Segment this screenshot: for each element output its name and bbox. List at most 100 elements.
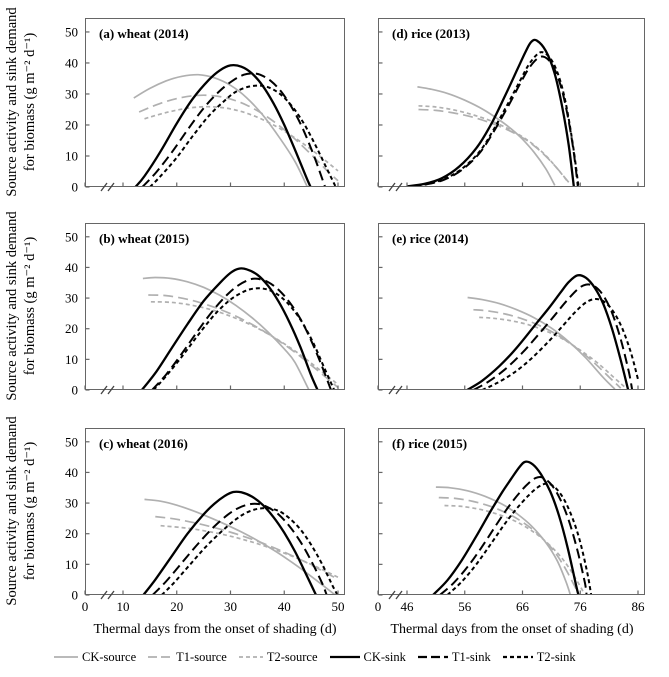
panel-b-frame bbox=[84, 222, 346, 391]
y-tick-label: 10 bbox=[65, 557, 78, 572]
panel-b-t2-sink-curve bbox=[152, 287, 336, 390]
panel-f-frame bbox=[377, 427, 646, 596]
axis-break-mark bbox=[100, 182, 108, 192]
panel-f-t1-sink-curve bbox=[439, 475, 588, 595]
y-tick-label: 10 bbox=[65, 148, 78, 163]
panel-a-t1-sink-curve bbox=[141, 72, 326, 187]
legend: CK-source T1-source T2-source CK-sink T1-sin… bbox=[54, 644, 654, 670]
legend-item-ck-source: CK-source bbox=[54, 650, 136, 665]
panel-e-t1-sink-curve bbox=[472, 283, 634, 390]
axis-break-mark bbox=[395, 590, 403, 600]
panel-a-title: (a) wheat (2014) bbox=[99, 26, 189, 41]
panel-b-ck-sink-curve bbox=[140, 267, 319, 390]
panel-f-t1-source-curve bbox=[438, 496, 580, 595]
panel-f-ck-source-curve bbox=[435, 486, 572, 595]
panel-a-frame bbox=[84, 17, 346, 188]
y-axis-title-row3-line2: for biomass (g m⁻² d⁻¹) bbox=[22, 442, 38, 581]
panels-group: 0 10 20 30 40 50 (a) wheat (2014) 0 10 20 30 40 50 (b… bbox=[65, 17, 646, 614]
panel-c-frame bbox=[84, 427, 346, 596]
panel-f-t2-sink-curve bbox=[446, 482, 593, 595]
x-tick-label: 0 bbox=[82, 599, 89, 614]
y-tick-label: 40 bbox=[65, 55, 78, 70]
x-tick-label: 76 bbox=[574, 599, 588, 614]
panel-c-title: (c) wheat (2016) bbox=[99, 436, 188, 451]
legend-label: CK-sink bbox=[363, 649, 406, 664]
axis-break-mark bbox=[388, 590, 396, 600]
x-tick-label: 66 bbox=[516, 599, 530, 614]
y-tick-label: 30 bbox=[65, 86, 78, 101]
legend-item-t1-sink: T1-sink bbox=[417, 650, 491, 665]
x-tick-label: 10 bbox=[117, 599, 130, 614]
y-tick-label: 50 bbox=[65, 434, 78, 449]
legend-line-sample-t2-sink bbox=[502, 655, 533, 659]
panel-a-ck-sink-curve bbox=[134, 64, 312, 187]
panel-e: (e) rice (2014) bbox=[377, 222, 646, 395]
panel-d: (d) rice (2013) bbox=[377, 17, 646, 192]
y-axis-title-row1-line2: for biomass (g m⁻² d⁻¹) bbox=[22, 33, 38, 172]
x-tick-label: 30 bbox=[224, 599, 237, 614]
panel-e-title: (e) rice (2014) bbox=[392, 231, 469, 246]
panel-f-t2-source-curve bbox=[444, 504, 584, 593]
legend-line-sample-t2-source bbox=[238, 656, 263, 658]
panel-d-title: (d) rice (2013) bbox=[392, 26, 470, 41]
axis-break-mark bbox=[107, 590, 115, 600]
legend-item-ck-sink: CK-sink bbox=[329, 649, 406, 665]
axis-break-mark bbox=[388, 385, 396, 395]
panel-e-curves bbox=[466, 274, 639, 390]
axis-break-mark bbox=[395, 182, 403, 192]
panel-b-ck-source-curve bbox=[142, 276, 310, 390]
y-tick-label: 30 bbox=[65, 496, 78, 511]
axis-break-mark bbox=[107, 182, 115, 192]
panel-f-curves bbox=[432, 460, 593, 595]
y-tick-label: 0 bbox=[72, 180, 79, 195]
panel-d-t2-source-curve bbox=[418, 104, 569, 182]
legend-label: CK-source bbox=[82, 649, 137, 664]
panel-b-curves bbox=[140, 267, 339, 390]
axis-break-mark bbox=[388, 182, 396, 192]
y-tick-label: 20 bbox=[65, 321, 78, 336]
y-tick-label: 50 bbox=[65, 229, 78, 244]
panel-c: 0 10 20 30 40 50 0 10 20 30 40 50 (c) wheat (2016) bbox=[65, 427, 346, 614]
panel-f-title: (f) rice (2015) bbox=[392, 436, 467, 451]
x-axis-title-rice: Thermal days from the onset of shading (… bbox=[391, 622, 634, 637]
x-tick-label: 56 bbox=[458, 599, 472, 614]
y-tick-label: 20 bbox=[65, 117, 78, 132]
y-tick-label: 30 bbox=[65, 291, 78, 306]
panel-c-ck-source-curve bbox=[144, 498, 336, 595]
y-tick-label: 50 bbox=[65, 24, 78, 39]
panel-c-ck-sink-curve bbox=[142, 490, 318, 595]
panel-a-ck-source-curve bbox=[133, 73, 309, 187]
y-tick-label: 20 bbox=[65, 526, 78, 541]
panel-d-frame bbox=[377, 17, 646, 188]
y-axis-title-row3-line1: Source activity and sink demand bbox=[4, 416, 20, 606]
legend-line-sample-t1-source bbox=[148, 656, 173, 658]
axis-break-mark bbox=[395, 385, 403, 395]
panel-a: 0 10 20 30 40 50 (a) wheat (2014) bbox=[65, 17, 346, 195]
y-tick-label: 40 bbox=[65, 465, 78, 480]
panel-c-curves bbox=[142, 490, 339, 595]
y-tick-label: 0 bbox=[72, 588, 79, 603]
x-tick-label: 50 bbox=[332, 599, 345, 614]
x-tick-label: 46 bbox=[401, 599, 415, 614]
y-axis-title-row2-line1: Source activity and sink demand bbox=[4, 211, 20, 401]
panel-a-t2-sink-curve bbox=[149, 84, 337, 187]
y-tick-label: 0 bbox=[72, 383, 79, 398]
legend-item-t2-sink: T2-sink bbox=[502, 649, 576, 665]
legend-line-sample-ck-source bbox=[54, 656, 78, 658]
y-axis-title-row1-line1: Source activity and sink demand bbox=[4, 7, 20, 197]
panel-c-t2-source-curve bbox=[160, 524, 339, 578]
panel-c-t1-source-curve bbox=[155, 515, 339, 580]
panel-d-t1-sink-curve bbox=[409, 55, 579, 187]
panel-f-ck-sink-curve bbox=[432, 460, 580, 595]
panel-e-ck-sink-curve bbox=[466, 274, 630, 390]
legend-item-t2-source: T2-source bbox=[238, 650, 318, 665]
panel-e-ck-source-curve bbox=[467, 296, 616, 390]
axis-break-mark bbox=[100, 385, 108, 395]
legend-line-sample-t1-sink bbox=[417, 655, 448, 659]
panel-f: 0 46 56 66 76 86 (f) rice (2015) bbox=[375, 427, 646, 614]
x-tick-label: 86 bbox=[632, 599, 646, 614]
y-axis-title-row2-line2: for biomass (g m⁻² d⁻¹) bbox=[22, 237, 38, 376]
legend-label: T2-sink bbox=[536, 649, 576, 664]
